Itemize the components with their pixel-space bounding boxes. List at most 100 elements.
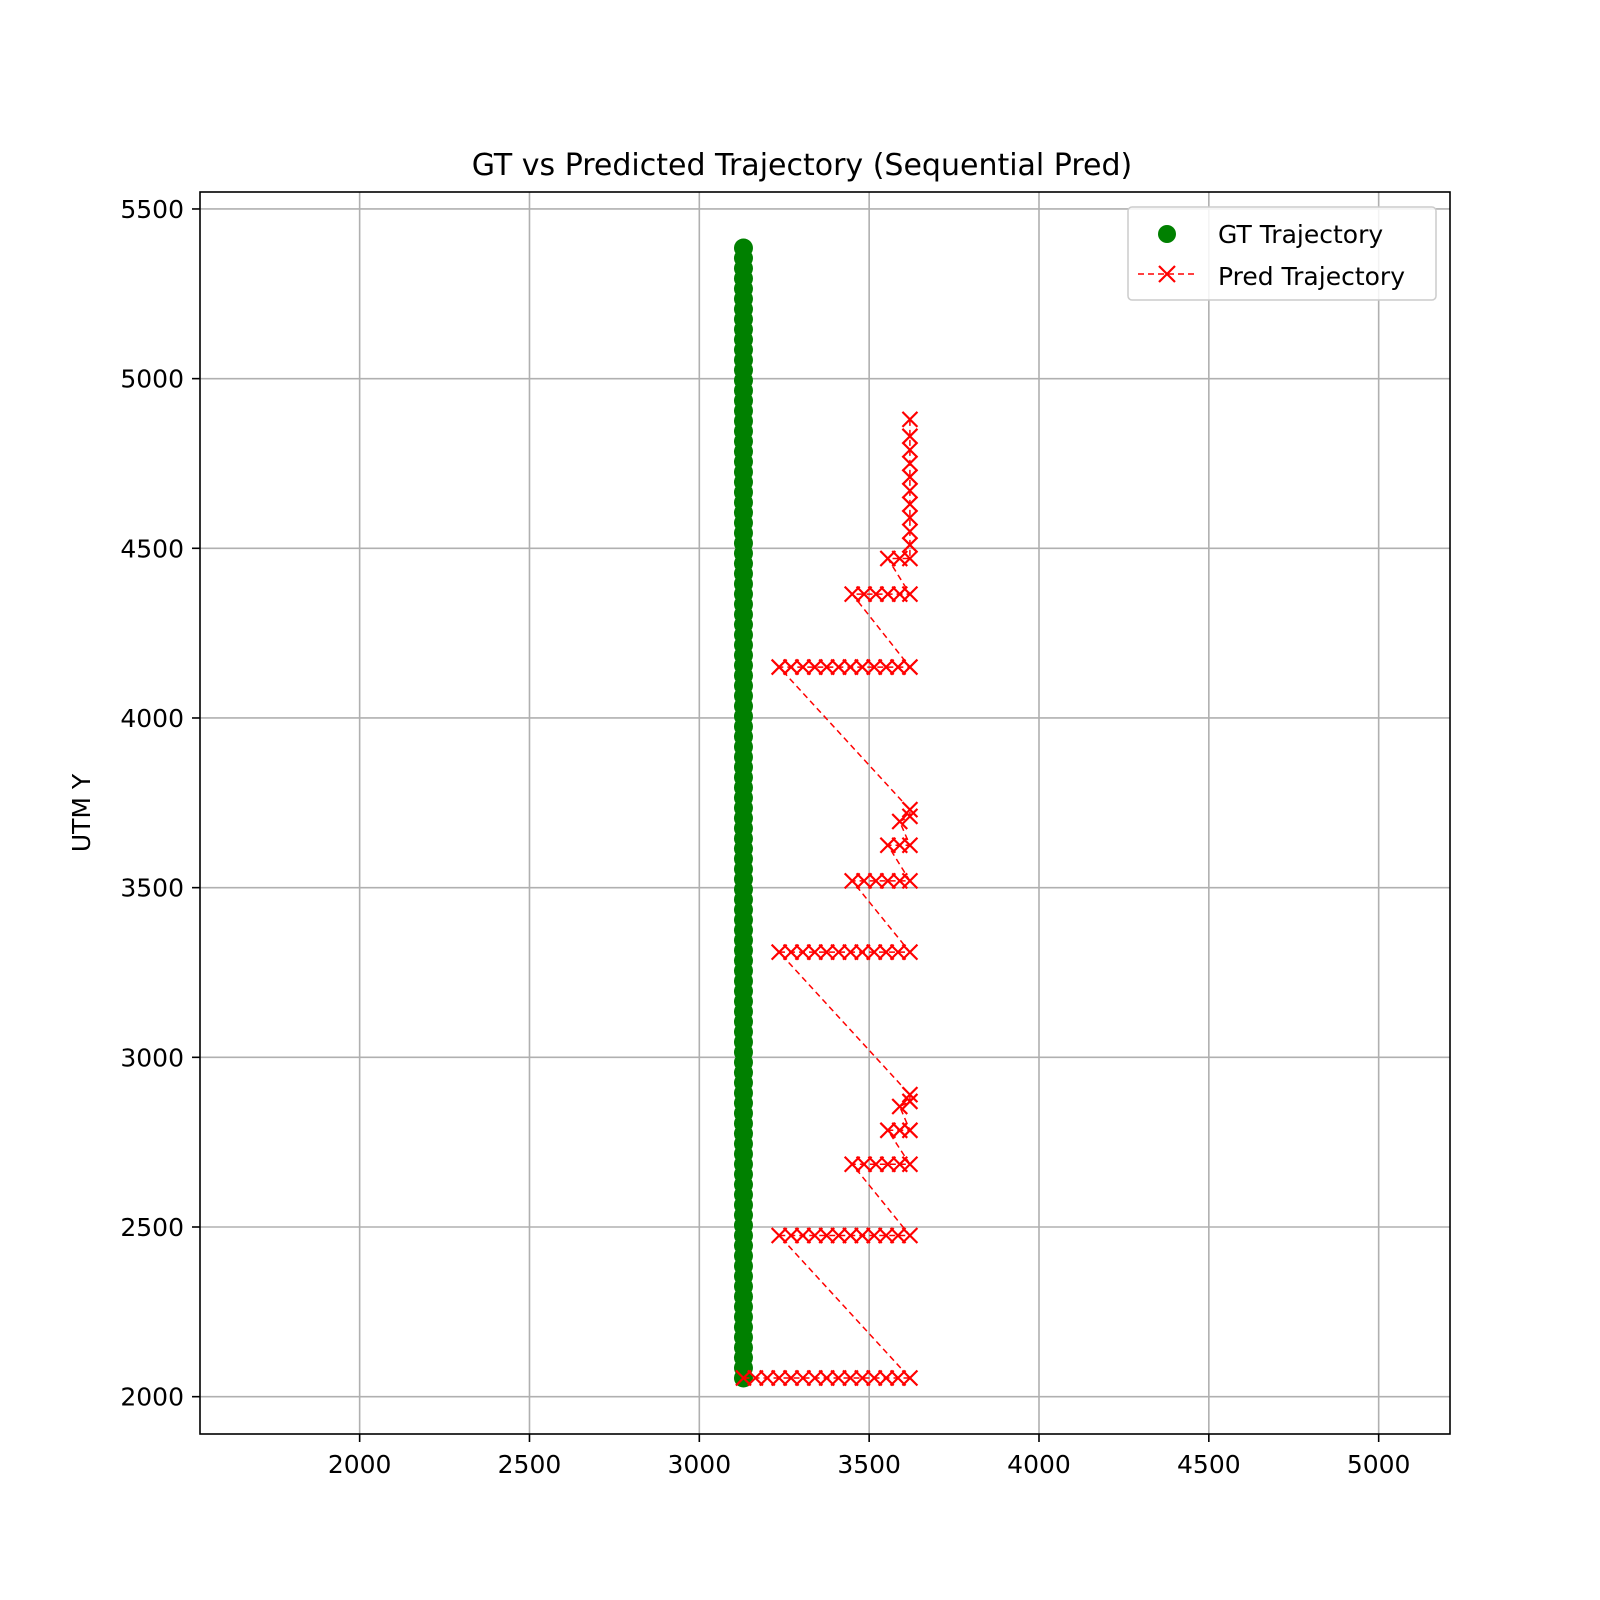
pred-point — [901, 801, 919, 818]
pred-point — [806, 1227, 824, 1244]
pred-point — [901, 872, 919, 890]
pred-point — [877, 658, 895, 676]
pred-point — [843, 872, 861, 890]
pred-point — [901, 411, 919, 428]
pred-point — [770, 1369, 788, 1387]
pred-point — [843, 1155, 861, 1173]
y-tick-label: 4500 — [120, 534, 184, 563]
pred-line — [743, 419, 912, 1379]
x-axis-ticks: 2000 2500 3000 3500 4000 4500 5000 — [328, 1434, 1411, 1479]
pred-point — [806, 1369, 824, 1387]
pred-point — [854, 1227, 871, 1244]
plot-frame — [199, 191, 1451, 1435]
pred-point — [879, 550, 897, 567]
legend-pred-marker — [1158, 265, 1176, 283]
pred-point — [842, 1369, 859, 1387]
pred-point — [901, 441, 919, 459]
chart-title: GT vs Predicted Trajectory (Sequential P… — [472, 148, 1133, 183]
pred-point — [818, 658, 835, 676]
pred-point — [901, 585, 919, 603]
pred-point — [901, 836, 919, 854]
pred-point — [842, 658, 859, 676]
pred-point — [830, 1369, 847, 1387]
pred-point — [854, 1369, 871, 1387]
y-tick-label: 2000 — [120, 1383, 184, 1412]
pred-point — [867, 872, 885, 890]
pred-point — [877, 1227, 895, 1244]
pred-point — [794, 943, 812, 961]
x-tick-label: 4500 — [1177, 1450, 1241, 1479]
x-tick-label: 3000 — [668, 1450, 732, 1479]
legend-box — [1127, 206, 1437, 301]
gt-trajectory-series — [733, 238, 753, 1388]
pred-point — [877, 1369, 895, 1387]
pred-point — [782, 943, 800, 961]
pred-point — [843, 585, 861, 603]
pred-point — [889, 1369, 907, 1387]
pred-point — [867, 1155, 885, 1173]
pred-point — [901, 943, 919, 961]
pred-point — [818, 943, 835, 961]
pred-point — [794, 1369, 812, 1387]
gt-point — [733, 238, 753, 258]
y-axis-label: UTM Y — [67, 773, 96, 852]
pred-point — [865, 658, 883, 676]
x-tick-label: 4000 — [1007, 1450, 1071, 1479]
pred-point — [901, 550, 919, 567]
pred-point — [901, 523, 919, 540]
pred-point — [901, 428, 919, 445]
pred-point — [901, 509, 919, 527]
pred-point — [901, 455, 919, 472]
pred-point — [891, 1098, 909, 1115]
legend: GT Trajectory Pred Trajectory — [1127, 206, 1437, 301]
pred-point — [818, 1369, 835, 1387]
y-axis-ticks: 2000 2500 3000 3500 4000 4500 5000 5500 — [120, 195, 200, 1412]
pred-point — [879, 872, 897, 890]
y-tick-label: 2500 — [120, 1213, 184, 1242]
pred-point — [854, 658, 871, 676]
pred-point — [901, 808, 919, 825]
pred-point — [901, 1227, 919, 1244]
pred-point — [770, 1227, 788, 1244]
x-tick-label: 2500 — [498, 1450, 562, 1479]
pred-point — [806, 943, 824, 961]
y-tick-label: 3000 — [120, 1043, 184, 1072]
pred-point — [889, 943, 907, 961]
pred-point — [842, 943, 859, 961]
pred-point — [855, 872, 873, 890]
pred-point — [901, 1086, 919, 1103]
pred-point — [782, 658, 800, 676]
pred-point — [782, 1227, 800, 1244]
pred-point — [865, 1227, 883, 1244]
grid-lines — [200, 192, 1450, 1434]
pred-point — [865, 1369, 883, 1387]
y-tick-label: 4000 — [120, 704, 184, 733]
pred-point — [901, 482, 919, 499]
pred-point — [879, 836, 897, 854]
legend-pred-label: Pred Trajectory — [1218, 262, 1405, 291]
pred-point — [901, 1093, 919, 1110]
pred-point — [891, 813, 909, 830]
pred-point — [770, 943, 788, 961]
y-tick-label: 5500 — [120, 195, 184, 224]
pred-point — [901, 536, 919, 554]
pred-point — [855, 585, 873, 603]
pred-point — [830, 943, 847, 961]
pred-point — [879, 1122, 897, 1139]
pred-point — [889, 1227, 907, 1244]
pred-point — [782, 1369, 800, 1387]
x-tick-label: 5000 — [1347, 1450, 1411, 1479]
pred-point — [889, 658, 907, 676]
pred-point — [794, 1227, 812, 1244]
pred-point — [806, 658, 824, 676]
pred-point — [830, 658, 847, 676]
x-tick-label: 2000 — [328, 1450, 392, 1479]
pred-point — [854, 943, 871, 961]
pred-point — [901, 1122, 919, 1139]
pred-point — [879, 1155, 897, 1173]
pred-point — [794, 658, 812, 676]
legend-gt-marker — [1158, 225, 1176, 243]
pred-point — [901, 495, 919, 513]
pred-point — [879, 585, 897, 603]
